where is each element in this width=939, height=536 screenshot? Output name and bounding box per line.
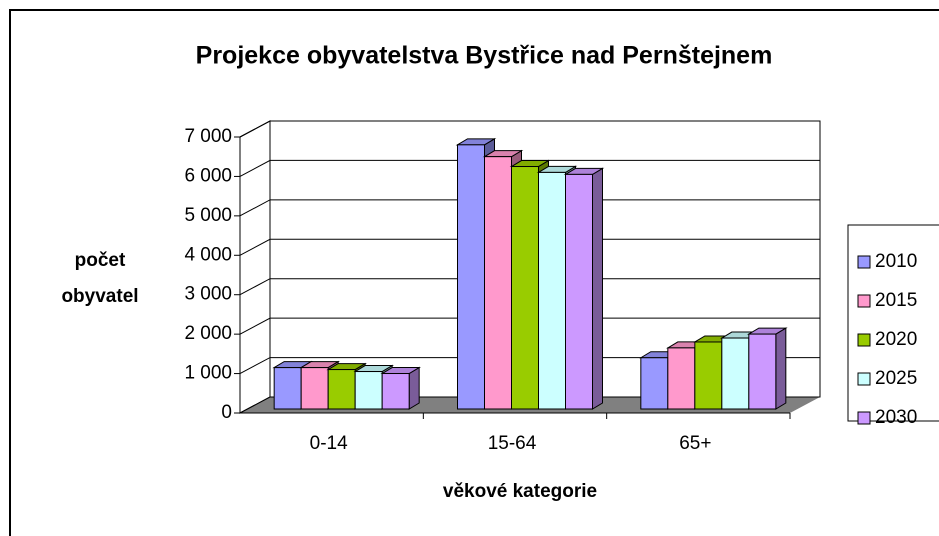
grid-line xyxy=(239,159,820,177)
bar xyxy=(354,371,383,410)
bar xyxy=(667,347,696,410)
y-tick-label: 3 000 xyxy=(184,284,232,305)
legend-label: 2020 xyxy=(875,329,917,350)
bar xyxy=(538,171,566,410)
legend-label: 2015 xyxy=(875,290,917,311)
bar xyxy=(748,333,777,410)
grid-line xyxy=(239,120,820,138)
bar-side xyxy=(592,167,603,410)
bar xyxy=(327,369,356,410)
bar-side xyxy=(775,327,787,410)
side-wall xyxy=(239,120,271,414)
legend-label: 2025 xyxy=(875,368,917,389)
legend-label: 2010 xyxy=(875,251,917,272)
bar-side xyxy=(408,366,420,410)
legend-swatch xyxy=(857,294,871,308)
x-tick-label: 65+ xyxy=(679,433,711,454)
y-tick-label: 1 000 xyxy=(184,363,232,384)
bar xyxy=(565,173,593,410)
y-tick-label: 6 000 xyxy=(184,165,232,186)
legend-swatch xyxy=(857,411,871,425)
y-tick-label: 7 000 xyxy=(184,126,232,147)
bar xyxy=(511,166,539,410)
grid-line xyxy=(239,357,820,375)
grid-line xyxy=(239,317,820,335)
bar xyxy=(300,367,329,410)
grid-line xyxy=(239,238,820,256)
x-axis-label: věkové kategorie xyxy=(443,481,597,502)
x-tick-label: 0-14 xyxy=(310,433,348,454)
y-tick-label: 5 000 xyxy=(184,205,232,226)
legend-label: 2030 xyxy=(875,407,917,428)
legend-swatch xyxy=(857,255,871,269)
y-tick-label: 2 000 xyxy=(184,323,232,344)
grid-line xyxy=(239,396,820,414)
y-axis-label: počet xyxy=(75,250,126,271)
bar xyxy=(273,367,302,410)
bar xyxy=(484,156,512,410)
bar xyxy=(694,341,723,410)
legend-swatch xyxy=(857,333,871,347)
bar xyxy=(640,357,669,410)
y-axis-label: obyvatel xyxy=(61,286,138,307)
grid-line xyxy=(239,278,820,296)
y-tick-label: 4 000 xyxy=(184,244,232,265)
legend-swatch xyxy=(857,372,871,386)
chart-title: Projekce obyvatelstva Bystřice nad Pernš… xyxy=(196,42,773,70)
bar xyxy=(381,373,410,410)
grid-line xyxy=(239,199,820,217)
x-tick-label: 15-64 xyxy=(488,433,537,454)
bar xyxy=(721,337,750,410)
y-tick-label: 0 xyxy=(221,402,232,423)
bar xyxy=(457,144,485,410)
